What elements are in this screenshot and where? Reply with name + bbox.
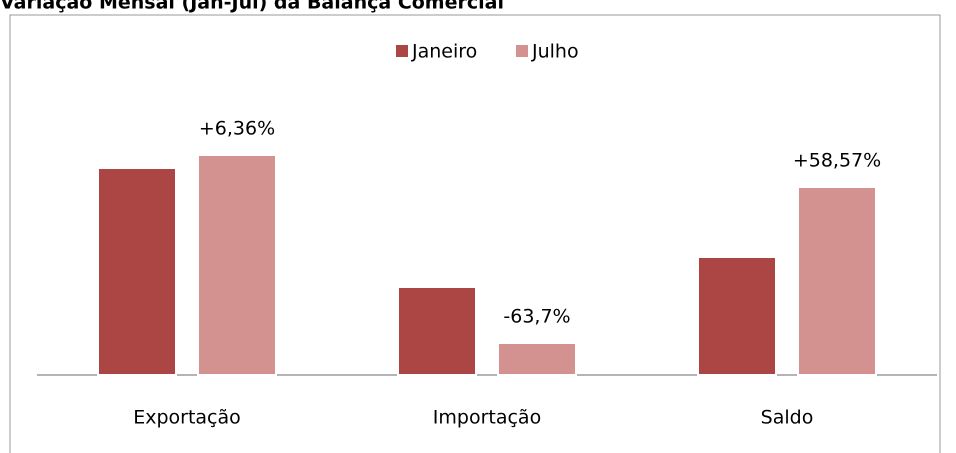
bar <box>797 186 877 376</box>
x-tick-label: Saldo <box>761 407 814 429</box>
bar <box>697 256 777 376</box>
chart-frame <box>9 14 941 453</box>
x-tick-label: Exportação <box>133 407 241 429</box>
bar <box>497 342 577 376</box>
legend-label: Julho <box>531 41 579 63</box>
annotation: -63,7% <box>503 306 570 328</box>
bar <box>97 167 177 376</box>
annotation: +6,36% <box>199 118 275 140</box>
bar <box>397 286 477 376</box>
chart-title: Variação Mensal (Jan-Jul) da Balança Com… <box>0 0 504 14</box>
legend-swatch <box>396 45 408 57</box>
legend-label: Janeiro <box>411 41 477 63</box>
annotation: +58,57% <box>793 150 881 172</box>
legend-swatch <box>516 45 528 57</box>
bar <box>197 154 277 376</box>
x-tick-label: Importação <box>433 407 541 429</box>
